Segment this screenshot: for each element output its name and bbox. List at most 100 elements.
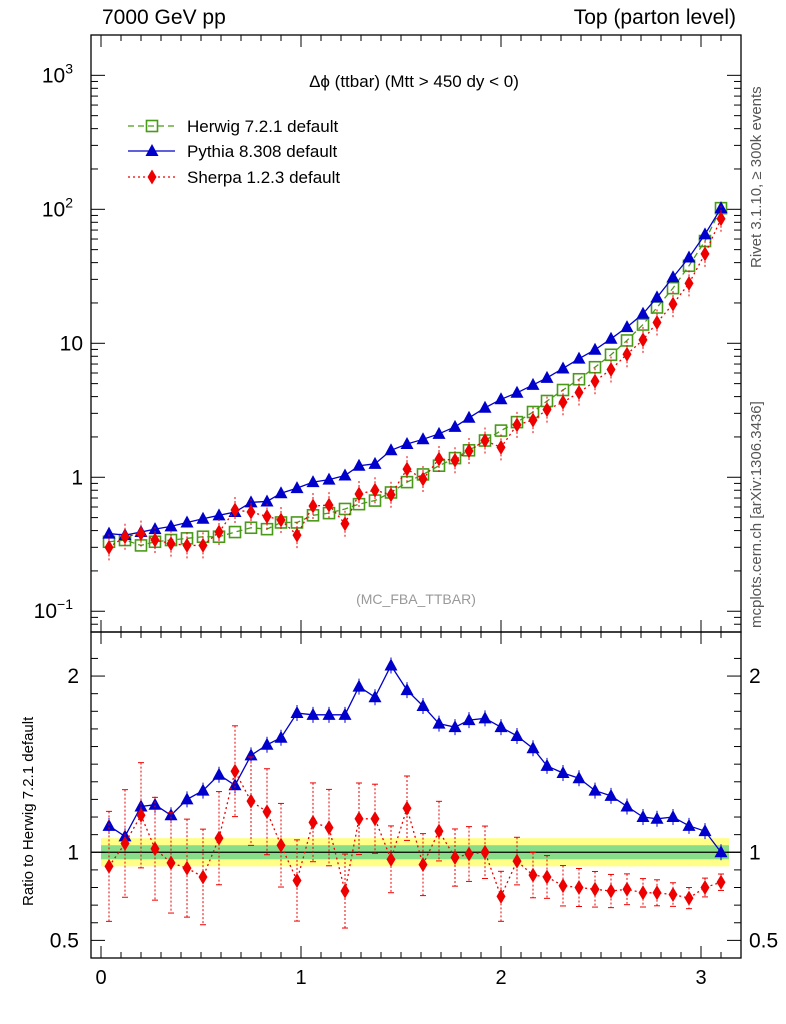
ratio-point [682,818,696,831]
data-point [716,211,726,227]
ratio-point [104,858,114,874]
ratio-point [698,824,712,837]
data-point [164,519,178,532]
data-point [682,250,696,263]
data-point [230,502,240,518]
data-point [636,306,650,319]
ratio-point [136,807,146,823]
data-point [620,320,634,333]
ratio-point [512,853,522,869]
data-point [150,532,160,548]
data-point [668,296,678,312]
ratio-point [494,720,508,733]
ratio-line [108,664,722,853]
ratio-point [166,855,176,871]
data-point [636,318,650,331]
ratio-y-tick-label-left: 1 [67,841,79,864]
data-point [510,385,524,398]
ratio-point [714,845,728,858]
data-point [338,502,352,516]
data-point [260,494,274,507]
legend-entry-0: Herwig 7.2.1 default [128,117,338,136]
legend-label: Pythia 8.308 default [187,142,338,161]
data-point [324,497,334,513]
ratio-y-tick-label-right: 0.5 [749,929,778,952]
data-point [700,246,710,262]
data-point [212,508,226,521]
ratio-point [558,878,568,894]
ratio-point [354,811,364,827]
data-point [604,331,618,344]
data-point [292,527,302,543]
ratio-y-tick-label-right: 2 [749,665,761,688]
data-point [606,361,616,377]
legend-label: Sherpa 1.2.3 default [187,168,340,187]
data-point [622,346,632,362]
ratio-point [368,690,382,703]
series-0-group [102,201,728,552]
header-right: Top (parton level) [573,6,736,29]
data-point [572,351,586,364]
x-tick-label: 3 [695,967,706,989]
data-point [400,437,414,450]
ratio-point [434,823,444,839]
data-point [448,419,462,432]
legend-marker [145,119,159,133]
ratio-series-1-group [104,725,726,929]
data-point [338,468,352,481]
ratio-point [650,811,664,824]
data-point [604,348,618,362]
data-point [434,451,444,467]
main-y-tick-label: 1 [71,466,83,489]
data-point [368,456,382,469]
data-point [244,521,258,535]
ratio-point [180,792,194,805]
data-point [262,508,272,524]
legend-marker [145,144,159,156]
ratio-point [620,799,634,812]
series-line [108,207,722,536]
watermark: (MC_FBA_TTBAR) [356,591,476,607]
data-point [228,525,242,539]
ratio-point [652,885,662,901]
ratio-point [292,872,302,888]
data-point [274,486,288,499]
main-y-tick-label: 102 [42,194,73,221]
data-point [652,314,662,330]
ratio-point [668,887,678,903]
data-point [402,461,412,477]
chart-title: Δϕ (ttbar) (Mtt > 450 dy < 0) [309,72,519,91]
ratio-point [352,679,366,692]
ratio-point [196,783,210,796]
ratio-point [416,699,430,712]
data-point [698,227,712,240]
ratio-point [540,758,554,771]
data-point [638,332,648,348]
ratio-point [526,741,540,754]
ratio-plot-frame [90,631,742,959]
legend-marker [147,169,157,185]
data-point [180,515,194,528]
ratio-point [308,814,318,830]
ratio-point [496,888,506,904]
ratio-point [384,658,398,671]
ratio-point [606,883,616,899]
ratio-point [134,799,148,812]
data-point [386,487,396,503]
data-point [308,498,318,514]
data-point [650,290,664,303]
ratio-point [716,874,726,890]
series-line [108,207,722,547]
ratio-point [290,706,304,719]
ratio-point [148,797,162,810]
data-point [526,377,540,390]
ratio-point [150,841,160,857]
main-y-tick-label: 10 [60,332,83,355]
data-point [480,433,490,449]
ratio-point [604,788,618,801]
data-point [104,539,114,555]
data-point [214,524,224,540]
series-2-group [104,205,726,561]
ratio-point [182,860,192,876]
